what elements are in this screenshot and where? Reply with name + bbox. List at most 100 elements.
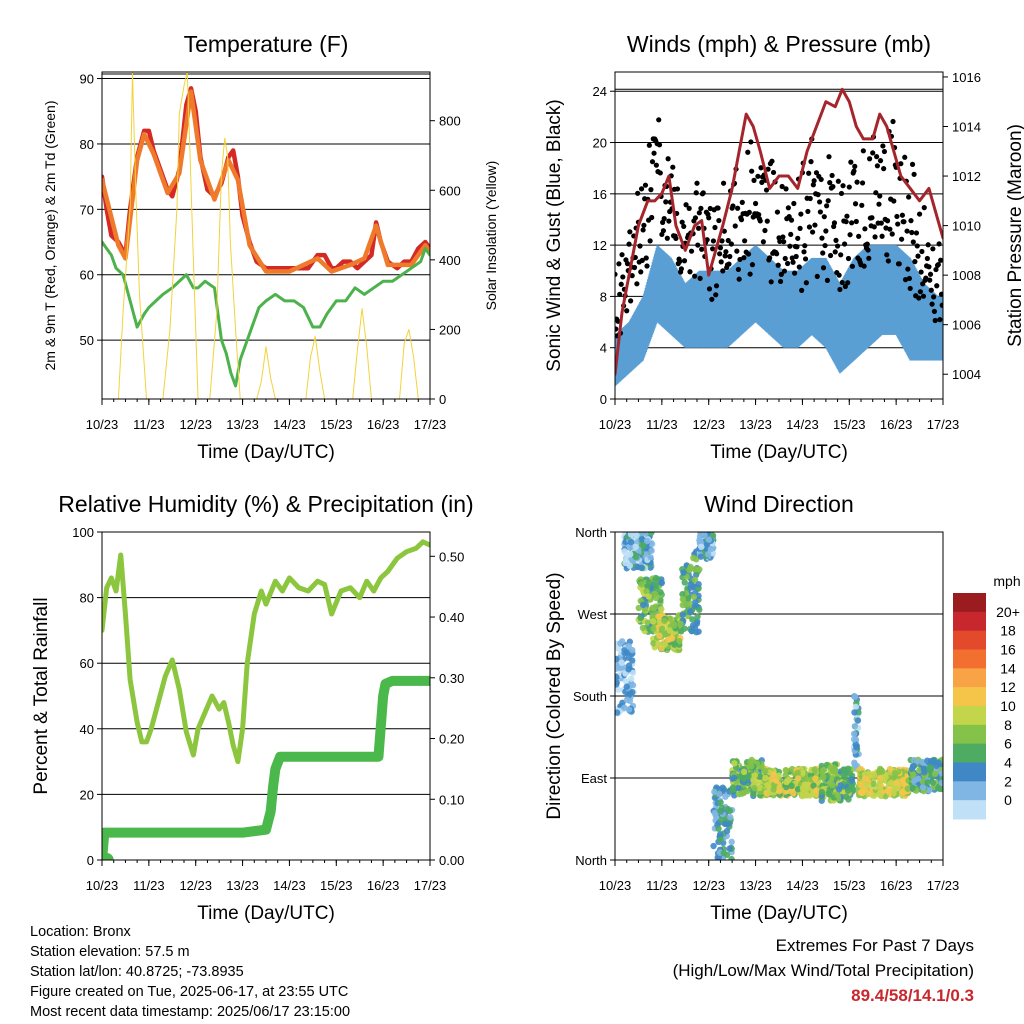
gust-point: [839, 279, 845, 286]
gust-point: [713, 292, 719, 298]
gust-point: [906, 275, 913, 282]
gust-point: [778, 271, 784, 277]
gust-point: [849, 220, 855, 226]
gust-point: [907, 285, 913, 292]
direction-point: [671, 641, 678, 648]
direction-point: [627, 551, 634, 558]
chart-title: Wind Direction: [704, 491, 854, 517]
gust-point: [795, 235, 801, 241]
gust-point: [638, 269, 644, 275]
direction-point: [819, 773, 827, 780]
direction-point: [876, 791, 884, 799]
y-tick-label: North: [575, 853, 607, 868]
direction-point: [689, 622, 697, 629]
y-tick-label: West: [578, 607, 608, 622]
direction-point: [656, 632, 663, 640]
direction-point: [650, 625, 657, 633]
gust-point: [765, 166, 771, 172]
direction-point: [696, 566, 703, 573]
gust-point: [844, 213, 850, 219]
y-tick-label: 0: [600, 392, 607, 407]
direction-point: [748, 763, 755, 770]
gust-point: [938, 257, 943, 263]
x-axis-label: Time (Day/UTC): [197, 442, 335, 463]
plot-data: [102, 72, 430, 399]
extremes-panel: Extremes For Past 7 Days (High/Low/Max W…: [673, 933, 974, 1008]
x-tick-label: 15/23: [320, 878, 353, 893]
direction-point: [679, 601, 686, 609]
gust-point: [627, 229, 633, 235]
colorbar-label: 2: [1004, 773, 1012, 789]
direction-point: [658, 625, 666, 633]
direction-point: [893, 785, 900, 792]
direction-point: [625, 666, 632, 673]
gust-point: [797, 225, 803, 231]
direction-point: [728, 838, 735, 846]
direction-point: [727, 813, 734, 821]
y2-tick-label: 0.20: [439, 732, 464, 747]
gust-point: [909, 229, 915, 236]
gust-point: [697, 275, 703, 281]
direction-point: [893, 779, 900, 787]
y-tick-label: 100: [72, 525, 94, 540]
gust-point: [735, 205, 741, 211]
gust-point: [651, 150, 657, 156]
gust-point: [899, 236, 905, 242]
gust-point: [777, 238, 783, 245]
direction-point: [926, 765, 933, 772]
gust-point: [931, 308, 938, 315]
direction-point: [661, 617, 668, 624]
series-line-3: [615, 87, 943, 376]
gust-point: [628, 298, 634, 304]
direction-point: [638, 532, 646, 538]
gust-point: [727, 253, 733, 260]
direction-point: [790, 790, 797, 797]
gust-point: [647, 238, 653, 244]
direction-point: [637, 614, 644, 622]
direction-point: [931, 770, 939, 778]
gust-point: [812, 222, 818, 228]
gust-point: [884, 218, 891, 224]
plot-frame: [101, 71, 431, 400]
gust-point: [865, 247, 871, 253]
colorbar-swatch: [953, 649, 986, 669]
direction-point: [652, 594, 660, 602]
gust-point: [706, 215, 712, 221]
x-tick-label: 15/23: [833, 878, 866, 893]
gust-point: [910, 239, 916, 245]
direction-point: [691, 602, 699, 609]
gust-point: [712, 224, 718, 231]
direction-point: [689, 616, 696, 623]
direction-point: [811, 766, 818, 773]
direction-point: [837, 782, 844, 789]
gust-point: [779, 183, 785, 190]
gust-point: [775, 262, 781, 268]
gust-point: [631, 264, 638, 271]
gust-point: [856, 233, 862, 239]
gust-point: [677, 258, 683, 264]
y2-tick-label: 1016: [952, 70, 981, 85]
direction-point: [652, 581, 660, 589]
direction-point: [615, 645, 622, 652]
x-tick-label: 15/23: [833, 417, 866, 432]
direction-point: [783, 778, 790, 786]
gust-point: [739, 199, 745, 205]
direction-point: [764, 781, 771, 789]
direction-point: [615, 674, 620, 681]
gust-point: [821, 214, 827, 220]
direction-point: [876, 768, 883, 776]
direction-point: [813, 787, 820, 794]
direction-point: [826, 779, 834, 787]
direction-point: [750, 790, 757, 798]
direction-point: [776, 787, 783, 795]
direction-point: [735, 790, 743, 798]
series-line-3: [102, 240, 430, 388]
direction-point: [649, 618, 657, 625]
gust-point: [681, 258, 688, 264]
colorbar-swatch: [953, 611, 986, 632]
gust-point: [881, 148, 888, 155]
gust-point: [653, 162, 659, 168]
gust-point: [618, 281, 624, 287]
direction-point: [687, 608, 694, 615]
direction-point: [615, 709, 621, 716]
